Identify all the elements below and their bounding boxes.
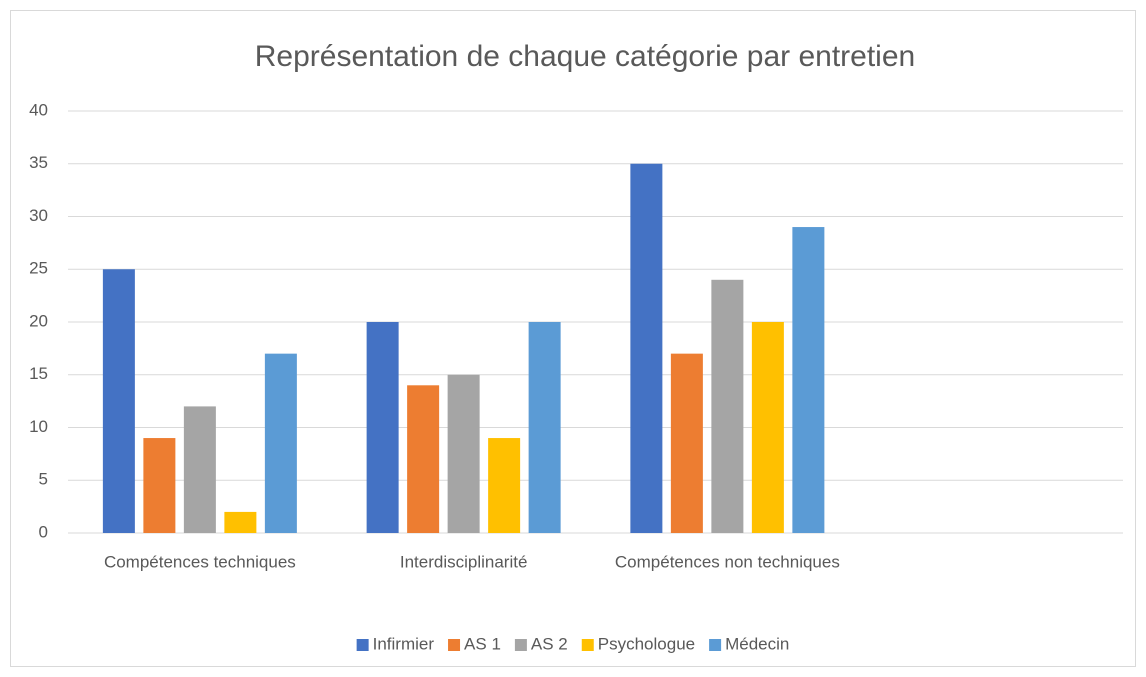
y-tick-label: 35	[29, 153, 48, 172]
x-tick-label: Interdisciplinarité	[400, 552, 528, 571]
legend-label: Infirmier	[373, 634, 435, 653]
bar	[447, 374, 480, 533]
bar	[224, 511, 257, 533]
bar	[792, 227, 825, 534]
y-tick-label: 0	[39, 522, 48, 541]
bar	[670, 353, 703, 533]
bar	[711, 279, 744, 533]
legend-swatch	[514, 639, 527, 651]
bar	[183, 406, 216, 533]
bar	[488, 438, 521, 533]
bar	[407, 385, 440, 533]
y-tick-label: 5	[39, 470, 48, 489]
y-tick-label: 30	[29, 206, 48, 225]
legend-swatch	[356, 639, 369, 651]
y-tick-label: 20	[29, 311, 48, 330]
legend-swatch	[581, 639, 594, 651]
bar	[366, 322, 399, 533]
bar	[751, 322, 784, 533]
legend-swatch	[448, 639, 461, 651]
legend-swatch	[709, 639, 722, 651]
y-tick-label: 15	[29, 364, 48, 383]
chart-border	[10, 10, 1136, 667]
bar	[143, 438, 176, 533]
y-tick-label: 25	[29, 259, 48, 278]
bar	[528, 322, 561, 533]
y-tick-label: 40	[29, 100, 48, 119]
legend: Infirmier AS 1 AS 2 Psychologue Médecin	[356, 634, 789, 653]
x-tick-label: Compétences techniques	[104, 552, 296, 571]
legend-label: AS 2	[531, 634, 568, 653]
legend-label: Psychologue	[598, 634, 695, 653]
legend-label: AS 1	[464, 634, 501, 653]
chart-title: Représentation de chaque catégorie par e…	[255, 40, 915, 73]
x-tick-label: Compétences non techniques	[615, 552, 840, 571]
y-tick-label: 10	[29, 417, 48, 436]
bar	[264, 353, 297, 533]
bar	[630, 163, 663, 533]
bar	[102, 269, 135, 533]
legend-label: Médecin	[725, 634, 789, 653]
